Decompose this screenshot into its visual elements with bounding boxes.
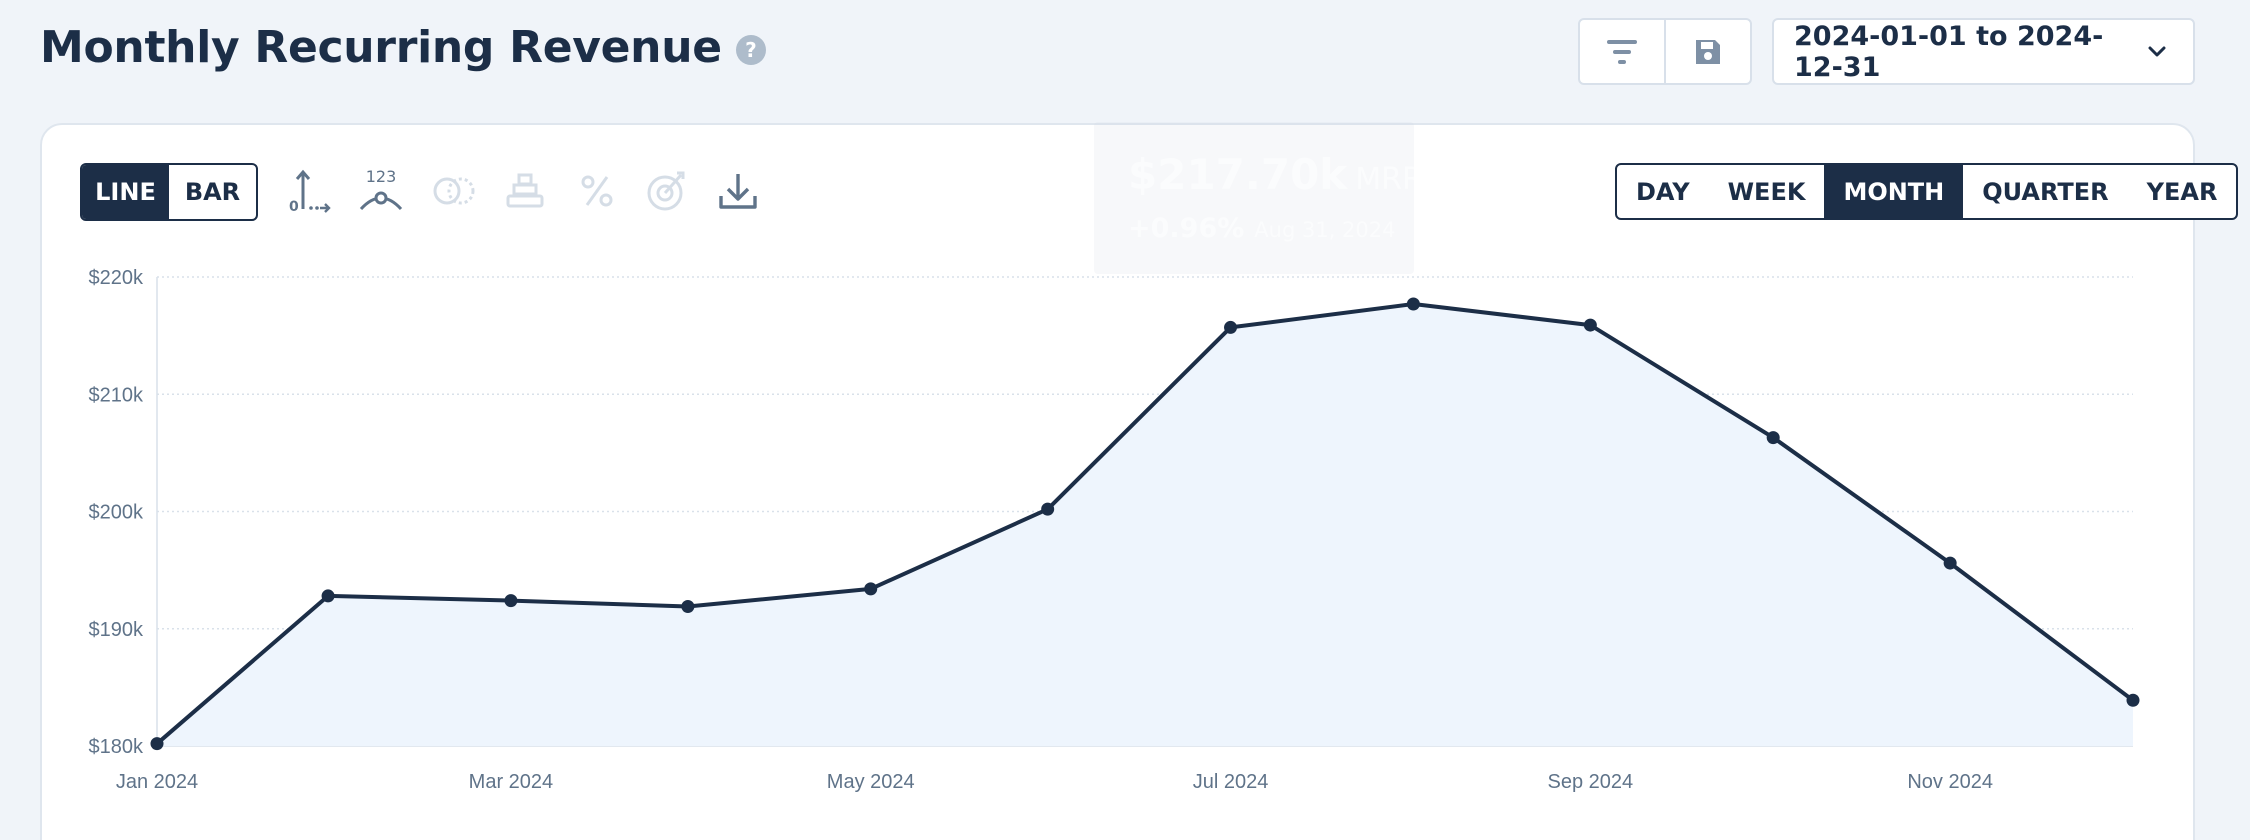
period-month-option[interactable]: MONTH	[1824, 165, 1964, 218]
axis-button[interactable]: 0	[287, 163, 335, 219]
data-point	[864, 582, 878, 596]
chart-tooltip: $217.70k MRR +0.96% Aug 31, 2024	[1094, 122, 1423, 274]
percent-icon	[581, 175, 613, 207]
x-tick-label: Jul 2024	[1193, 771, 1269, 793]
period-year-option[interactable]: YEAR	[2146, 177, 2218, 206]
page-title: Monthly Recurring Revenue ?	[40, 22, 766, 73]
compare-button[interactable]	[430, 163, 478, 219]
data-point	[1406, 297, 1420, 311]
chart-type-line-option[interactable]: LINE	[82, 165, 169, 219]
save-button[interactable]	[1664, 20, 1750, 83]
data-point	[1943, 556, 1957, 570]
compare-icon	[433, 177, 475, 205]
date-range-select[interactable]: 2024-01-01 to 2024-12-31	[1772, 18, 2195, 85]
data-point	[2126, 693, 2140, 707]
chart-type-toggle: LINE BAR	[80, 163, 258, 221]
period-week-option[interactable]: WEEK	[1727, 177, 1806, 206]
y-tick-label: $180k	[89, 736, 144, 758]
filter-icon	[1607, 39, 1637, 64]
stack-icon	[506, 173, 544, 208]
data-point	[1583, 318, 1597, 332]
goal-button[interactable]	[643, 163, 691, 219]
data-point	[1766, 431, 1780, 445]
x-tick-label: Mar 2024	[469, 771, 554, 793]
x-tick-label: Jan 2024	[116, 771, 198, 793]
data-point	[1224, 320, 1238, 334]
chart-type-bar-option[interactable]: BAR	[184, 178, 241, 206]
data-labels-icon: 123	[359, 167, 403, 211]
data-point	[1041, 502, 1055, 516]
question-circle-icon[interactable]: ?	[735, 34, 766, 65]
period-quarter-option[interactable]: QUARTER	[1982, 177, 2109, 206]
y-tick-label: $200k	[89, 502, 144, 524]
download-button[interactable]	[714, 163, 762, 219]
area-fill	[157, 304, 2133, 746]
download-icon	[719, 174, 757, 209]
x-tick-label: May 2024	[827, 771, 915, 793]
data-point	[504, 594, 518, 608]
data-point	[150, 737, 164, 751]
save-icon	[1696, 39, 1720, 64]
tooltip-unit: MRR	[1355, 162, 1423, 197]
toolbar-group	[1578, 18, 1752, 85]
percent-button[interactable]	[573, 163, 621, 219]
period-toggle: DAY WEEK MONTH QUARTER YEAR	[1615, 163, 2239, 220]
data-labels-text: 123	[366, 167, 397, 186]
svg-text:0: 0	[289, 199, 299, 215]
axis-icon: 0	[289, 169, 331, 215]
tooltip-change: +0.96%	[1128, 213, 1245, 244]
data-labels-button[interactable]: 123	[357, 163, 405, 219]
y-tick-label: $190k	[89, 619, 144, 641]
period-day-option[interactable]: DAY	[1636, 177, 1690, 206]
x-tick-label: Sep 2024	[1548, 771, 1634, 793]
page-title-text: Monthly Recurring Revenue	[40, 22, 722, 73]
chevron-down-icon	[2148, 46, 2166, 56]
y-tick-label: $210k	[89, 384, 144, 406]
tooltip-date: Aug 31, 2024	[1254, 218, 1396, 242]
stack-button[interactable]	[501, 163, 549, 219]
y-tick-label: $220k	[89, 267, 144, 289]
data-point	[321, 589, 335, 603]
filter-button[interactable]	[1580, 20, 1664, 83]
data-point	[681, 599, 695, 613]
target-icon	[647, 171, 685, 211]
series-line	[155, 302, 2135, 746]
x-tick-label: Nov 2024	[1907, 771, 1993, 793]
tooltip-value: $217.70k	[1128, 150, 1348, 199]
date-range-value: 2024-01-01 to 2024-12-31	[1794, 20, 2104, 83]
